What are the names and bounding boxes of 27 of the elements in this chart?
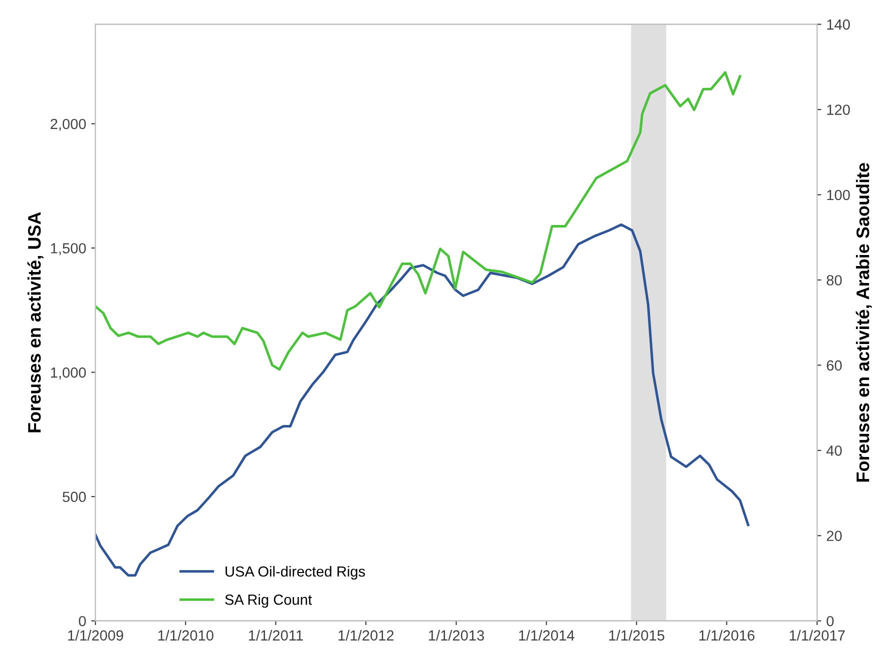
y2-tick-label: 80 bbox=[826, 275, 842, 286]
x-tick-label: 1/1/2012 bbox=[338, 630, 394, 641]
x-tick-label: 1/1/2013 bbox=[428, 630, 484, 641]
legend-label: USA Oil-directed Rigs bbox=[226, 566, 365, 580]
y2-tick-label: 60 bbox=[826, 360, 842, 371]
y-tick-label: 1,500 bbox=[51, 243, 86, 256]
x-tick-label: 1/1/2016 bbox=[699, 630, 754, 641]
y-tick-label: 1,000 bbox=[51, 367, 86, 380]
y2-tick-label: 20 bbox=[826, 530, 842, 542]
y2-tick-label: 100 bbox=[827, 190, 850, 200]
x-tick-label: 1/1/2015 bbox=[609, 630, 664, 641]
line-series bbox=[95, 71, 742, 371]
x-tick-label: 1/1/2014 bbox=[519, 630, 574, 641]
y-tick-label: 2,000 bbox=[50, 118, 86, 131]
x-tick-label: 1/1/2009 bbox=[68, 630, 124, 641]
y-tick-label: 500 bbox=[62, 492, 86, 502]
legend-label: SA Rig Count bbox=[225, 594, 312, 608]
y2-tick-label: 140 bbox=[827, 19, 850, 30]
x-tick-label: 1/1/2011 bbox=[248, 630, 303, 641]
y2-tick-label: 40 bbox=[826, 446, 842, 456]
y2-axis-title: Foreuses en activité, Arabie Saoudite bbox=[856, 162, 872, 482]
y-axis-title: Foreuses en activité, USA bbox=[27, 212, 44, 432]
y-tick-label: 0 bbox=[78, 616, 86, 626]
y2-tick-label: 120 bbox=[827, 104, 850, 115]
x-tick-label: 1/1/2010 bbox=[158, 630, 214, 641]
y2-tick-label: 0 bbox=[826, 616, 834, 626]
x-tick-label: 1/1/2017 bbox=[790, 630, 845, 641]
